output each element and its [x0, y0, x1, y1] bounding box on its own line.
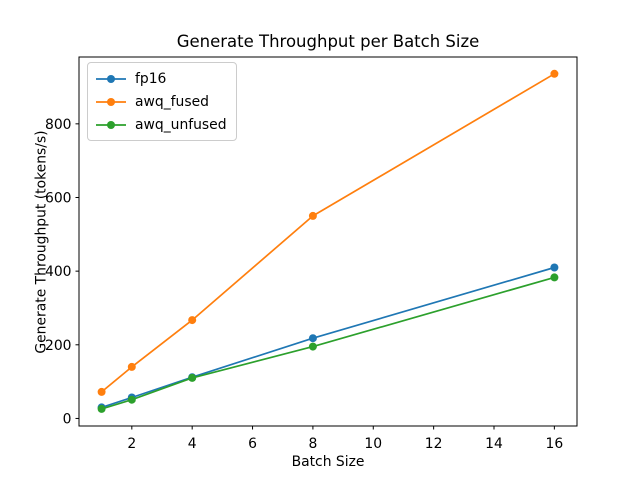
- x-axis-label: Batch Size: [291, 454, 365, 470]
- legend-line-marker-icon: [96, 97, 126, 106]
- data-point-marker-awq_fused: [188, 316, 197, 325]
- data-point-marker-fp16: [550, 263, 559, 272]
- data-point-marker-awq_unfused: [127, 395, 136, 404]
- legend-label: fp16: [135, 70, 167, 87]
- legend-line-marker-icon: [96, 74, 126, 83]
- data-point-marker-awq_unfused: [308, 342, 317, 351]
- legend: fp16 awq_fused awq_unfused: [87, 62, 237, 141]
- x-tick-label: 2: [127, 436, 136, 452]
- series-line-awq_unfused: [100, 276, 556, 410]
- legend-line-marker-icon: [96, 120, 126, 129]
- data-point-marker-awq_unfused: [97, 404, 106, 413]
- data-point-marker-awq_fused: [308, 211, 317, 220]
- data-point-marker-awq_fused: [127, 362, 136, 371]
- x-tick-label: 6: [248, 436, 257, 452]
- data-point-marker-fp16: [308, 334, 317, 343]
- x-tick-label: 8: [308, 436, 317, 452]
- y-tick-label: 600: [45, 190, 72, 206]
- data-point-marker-awq_unfused: [550, 273, 559, 282]
- legend-item-fp16: fp16: [95, 67, 227, 90]
- y-tick-label: 200: [45, 338, 72, 354]
- x-tick-label: 4: [188, 436, 197, 452]
- axes-frame: [78, 56, 578, 427]
- y-tick-label: 800: [45, 117, 72, 133]
- legend-item-awq_unfused: awq_unfused: [95, 113, 227, 136]
- legend-item-awq_fused: awq_fused: [95, 90, 227, 113]
- data-point-marker-awq_unfused: [188, 373, 197, 382]
- y-tick-label: 400: [45, 264, 72, 280]
- data-point-marker-awq_fused: [97, 387, 106, 396]
- legend-label: awq_fused: [135, 93, 209, 110]
- y-tick-label: 0: [63, 411, 72, 427]
- y-axis-label: Generate Throughput (tokens/s): [33, 129, 49, 354]
- x-tick-label: 16: [546, 436, 564, 452]
- data-point-marker-awq_fused: [550, 69, 559, 78]
- x-tick-label: 12: [425, 436, 443, 452]
- x-tick-label: 14: [485, 436, 503, 452]
- legend-label: awq_unfused: [135, 116, 227, 133]
- x-tick-label: 10: [364, 436, 382, 452]
- chart-title: Generate Throughput per Batch Size: [176, 32, 480, 51]
